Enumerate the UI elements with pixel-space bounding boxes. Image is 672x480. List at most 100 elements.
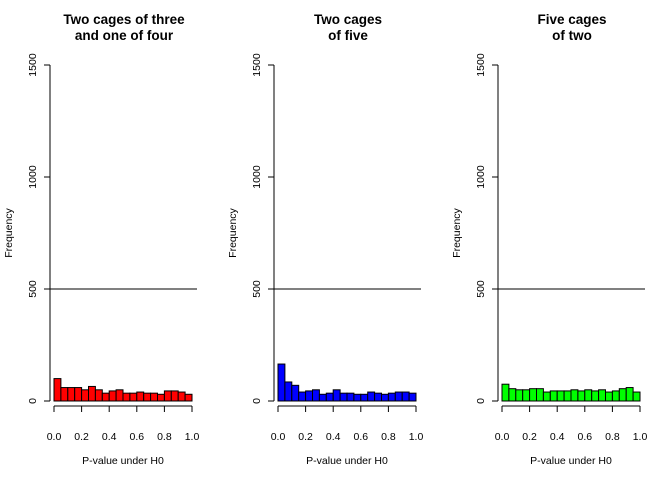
y-tick-label: 1000 xyxy=(27,165,39,189)
histogram-bar xyxy=(129,392,138,402)
histogram-bar xyxy=(277,363,286,402)
histogram-bar xyxy=(101,392,110,402)
histogram-bar xyxy=(542,391,551,402)
x-tick-label: 0.6 xyxy=(577,431,592,443)
histogram-bar xyxy=(501,383,510,402)
histogram-bar xyxy=(360,393,369,402)
histogram-bar xyxy=(312,389,320,402)
histogram-bar xyxy=(632,391,641,402)
x-tick-label: 0.2 xyxy=(522,431,537,443)
y-tick-label: 0 xyxy=(475,398,487,404)
y-tick-label: 500 xyxy=(251,280,263,298)
chart-title-line: Two cages of three xyxy=(63,12,185,27)
x-tick-label: 0.0 xyxy=(47,431,62,443)
x-tick-label: 1.0 xyxy=(185,431,200,443)
histogram-panel: Two cages of five 0 500 1000 1500 0.0 0.2 0.4 0.6… xyxy=(227,12,423,467)
x-axis-label: P-value under H0 xyxy=(82,455,164,467)
histogram-bar xyxy=(53,378,62,402)
histogram-bar xyxy=(184,393,193,402)
histogram-bar xyxy=(108,390,117,402)
y-tick-label: 500 xyxy=(27,280,39,298)
histogram-bar xyxy=(353,393,362,402)
histogram-bar xyxy=(339,392,348,402)
histogram-bar xyxy=(318,393,327,402)
histogram-bar xyxy=(618,388,627,402)
y-tick-label: 1500 xyxy=(475,53,487,77)
chart-title: Two cages of five xyxy=(314,12,382,43)
y-tick-label: 1500 xyxy=(27,53,39,77)
histogram-bar xyxy=(577,390,586,402)
histogram-bar xyxy=(591,390,600,402)
x-tick-label: 0.8 xyxy=(157,431,172,443)
histogram-bar xyxy=(556,390,565,402)
chart-title: Two cages of three and one of four xyxy=(63,12,185,43)
chart-title-line: of five xyxy=(328,28,368,43)
histogram-bar xyxy=(611,390,620,402)
histogram-panel: Two cages of three and one of four 0 500 100… xyxy=(3,12,199,467)
x-tick-label: 0.2 xyxy=(74,431,89,443)
y-tick-label: 0 xyxy=(251,398,263,404)
x-axis-label: P-value under H0 xyxy=(306,455,388,467)
histogram-bar xyxy=(163,390,172,402)
y-axis-label: Frequency xyxy=(3,207,15,257)
histogram-bar xyxy=(170,390,179,402)
histogram-bar xyxy=(584,389,593,402)
histogram-bar xyxy=(74,387,83,402)
histogram-bar xyxy=(150,392,159,402)
y-axis-label: Frequency xyxy=(227,207,239,257)
histogram-bar xyxy=(67,387,76,402)
histogram-bar xyxy=(374,392,383,402)
histogram-bar xyxy=(408,392,417,402)
histogram-bar xyxy=(515,389,524,402)
histogram-bar xyxy=(136,391,145,402)
histogram-bar xyxy=(529,388,537,402)
histogram-bar xyxy=(94,389,103,402)
chart-title-line: Five cages xyxy=(537,12,606,27)
histogram-bar xyxy=(346,392,355,402)
histogram-bar xyxy=(284,381,293,402)
x-tick-label: 0.4 xyxy=(550,431,565,443)
histogram-bar xyxy=(367,391,376,402)
histogram-bar xyxy=(332,389,341,402)
x-tick-label: 1.0 xyxy=(409,431,424,443)
histogram-bar xyxy=(325,392,334,402)
histogram-bar xyxy=(381,393,389,402)
histogram-bar xyxy=(401,391,410,402)
y-tick-label: 1500 xyxy=(251,53,263,77)
x-tick-label: 0.0 xyxy=(271,431,286,443)
histogram-bar xyxy=(536,388,544,402)
histogram-panel: Five cages of two 0 500 1000 1500 0.0 0.2 0.4 0.6… xyxy=(451,12,647,467)
histogram-bar xyxy=(157,393,165,402)
histogram-bar xyxy=(122,392,131,402)
histogram-bar xyxy=(549,390,558,402)
histogram-bar xyxy=(605,391,613,402)
x-tick-label: 0.8 xyxy=(381,431,396,443)
histogram-bar xyxy=(625,387,634,402)
chart-title-line: and one of four xyxy=(75,28,174,43)
x-tick-label: 0.6 xyxy=(129,431,144,443)
histogram-bar xyxy=(81,389,89,402)
x-axis-label: P-value under H0 xyxy=(530,455,612,467)
x-tick-label: 0.6 xyxy=(353,431,368,443)
histogram-bar xyxy=(143,392,152,402)
x-tick-label: 0.4 xyxy=(326,431,341,443)
x-tick-label: 1.0 xyxy=(633,431,648,443)
histogram-bar xyxy=(387,392,396,402)
chart-title: Five cages of two xyxy=(537,12,606,43)
histogram-bar xyxy=(598,389,606,402)
histogram-bar xyxy=(394,391,403,402)
histogram-bar xyxy=(177,391,186,402)
histogram-bar xyxy=(88,385,96,402)
chart-title-line: Two cages xyxy=(314,12,382,27)
histogram-bar xyxy=(291,384,300,402)
histogram-bar xyxy=(298,391,307,402)
histogram-bar xyxy=(522,389,531,402)
y-tick-label: 1000 xyxy=(475,165,487,189)
histogram-bar xyxy=(563,390,572,402)
histogram-bar xyxy=(305,390,314,402)
x-tick-label: 0.8 xyxy=(605,431,620,443)
histogram-bar xyxy=(115,389,124,402)
x-tick-label: 0.0 xyxy=(495,431,510,443)
y-tick-label: 0 xyxy=(27,398,39,404)
